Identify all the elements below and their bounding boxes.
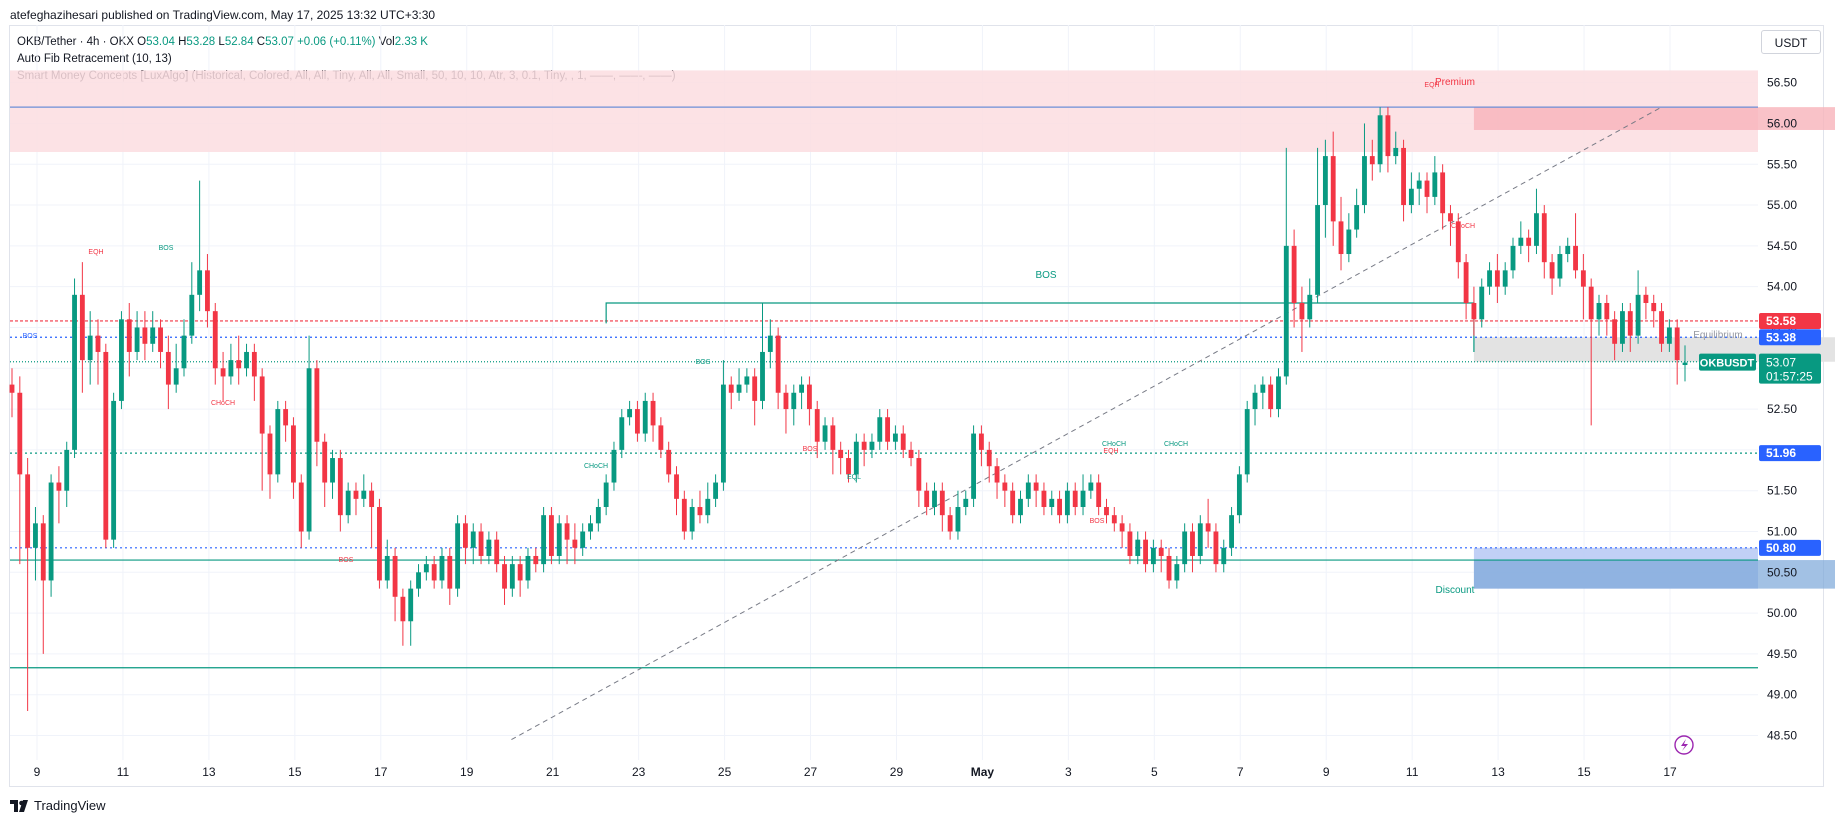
high-label: H	[178, 36, 187, 48]
volume-value: 2.33 K	[394, 36, 428, 48]
currency-selector[interactable]: USDT	[1761, 30, 1821, 54]
indicator-fib[interactable]: Auto Fib Retracement (10, 13)	[17, 53, 172, 65]
low-value: 52.84	[224, 36, 254, 48]
volume-label: Vol	[378, 36, 395, 48]
footer-brand: TradingView	[34, 798, 106, 813]
high-value: 53.28	[186, 36, 216, 48]
change-value: +0.06 (+0.11%)	[297, 36, 376, 48]
tv-logo-icon	[10, 799, 28, 812]
legend-ohlc-row: OKB/Tether · 4h · OKX O53.04 H53.28 L52.…	[17, 34, 676, 51]
open-label: O	[137, 36, 147, 48]
open-value: 53.04	[146, 36, 175, 48]
chart-frame[interactable]	[9, 25, 1824, 787]
chart-legend: OKB/Tether · 4h · OKX O53.04 H53.28 L52.…	[17, 34, 676, 85]
low-label: L	[218, 36, 225, 48]
publisher-line: atefeghazihesari published on TradingVie…	[10, 8, 436, 22]
tradingview-logo[interactable]: TradingView	[10, 798, 106, 813]
symbol-title[interactable]: OKB/Tether · 4h · OKX	[17, 36, 134, 48]
close-label: C	[256, 36, 266, 48]
indicator-smc[interactable]: Smart Money Concepts [LuxAlgo] (Historic…	[17, 70, 676, 82]
close-value: 53.07	[265, 36, 294, 48]
